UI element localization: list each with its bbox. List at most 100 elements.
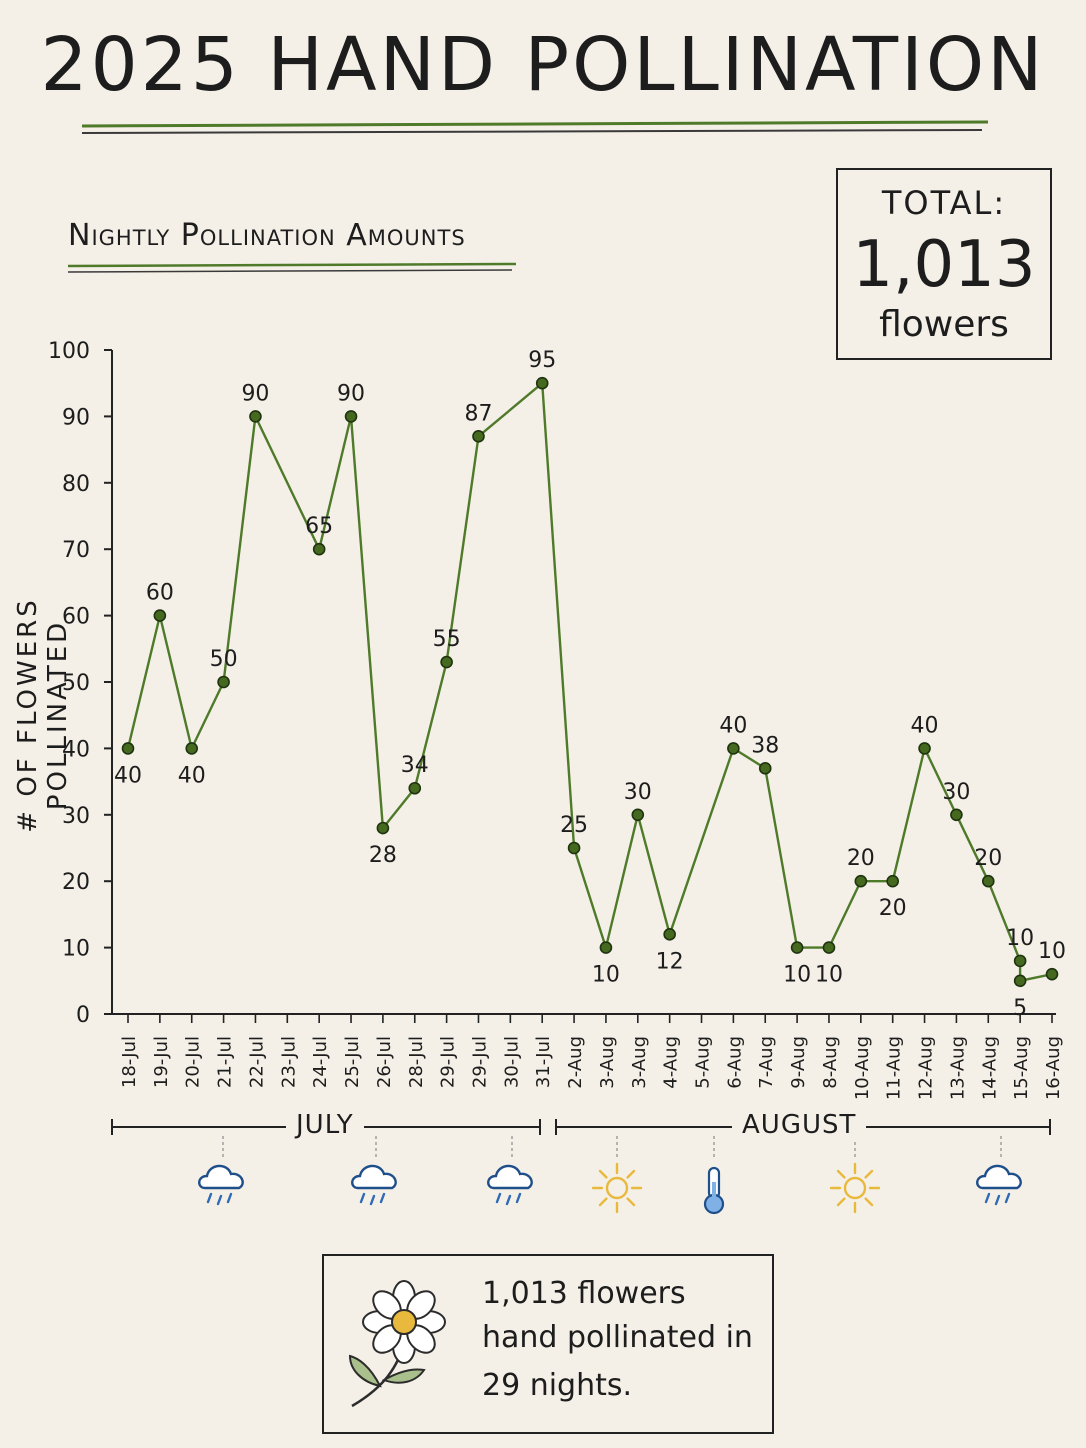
rain-icon — [351, 1164, 397, 1206]
data-point — [854, 874, 868, 888]
data-point — [472, 430, 485, 443]
x-tick-label: 5-Aug — [693, 1036, 714, 1089]
data-point — [886, 874, 899, 888]
data-label: 40 — [178, 763, 206, 788]
data-label: 50 — [210, 647, 238, 672]
data-label: 10 — [592, 963, 620, 988]
data-point — [376, 821, 390, 835]
y-tick-label: 0 — [76, 1003, 90, 1028]
data-point — [918, 742, 931, 755]
x-tick-label: 21-Jul — [215, 1036, 236, 1088]
x-tick-label: 15-Aug — [1011, 1036, 1032, 1100]
data-point — [249, 410, 262, 423]
data-point — [217, 675, 230, 689]
data-point — [950, 808, 963, 822]
data-point — [727, 742, 740, 755]
y-tick-label: 40 — [62, 737, 90, 762]
x-tick-label: 6-Aug — [724, 1036, 745, 1089]
data-point — [153, 609, 167, 622]
y-tick-label: 20 — [62, 870, 90, 895]
y-tick-label: 50 — [62, 671, 90, 696]
data-label: 10 — [815, 963, 843, 988]
x-tick-label: 29-Jul — [438, 1036, 459, 1088]
x-tick-label: 16-Aug — [1043, 1036, 1064, 1100]
data-point — [981, 874, 995, 888]
data-label: 20 — [974, 846, 1002, 871]
month-label-august: AUGUST — [732, 1110, 867, 1140]
data-label: 30 — [942, 780, 970, 805]
x-tick-label: 4-Aug — [661, 1036, 682, 1089]
data-label: 40 — [911, 713, 939, 738]
x-tick-label: 20-Jul — [183, 1036, 204, 1088]
data-label: 40 — [114, 763, 142, 788]
data-point — [599, 941, 613, 954]
data-point — [408, 781, 422, 795]
x-tick-label: 14-Aug — [979, 1036, 1000, 1100]
data-label: 10 — [1006, 926, 1034, 951]
x-tick-label: 29-Jul — [469, 1036, 490, 1088]
data-label: 90 — [241, 381, 269, 406]
sun-icon — [829, 1162, 881, 1214]
data-label: 20 — [879, 896, 907, 921]
thermometer-icon — [703, 1166, 725, 1215]
data-label: 60 — [146, 581, 174, 606]
total-label: TOTAL: — [881, 184, 1007, 222]
data-point — [312, 542, 326, 556]
data-point — [1013, 954, 1027, 968]
rain-icon — [487, 1164, 533, 1206]
summary-box: 1,013 flowers hand pollinated in 29 nigh… — [322, 1254, 774, 1434]
x-tick-label: 10-Aug — [852, 1036, 873, 1100]
data-label: 38 — [751, 733, 779, 758]
data-point — [790, 941, 804, 954]
data-label: 10 — [1038, 939, 1066, 964]
data-label: 55 — [433, 627, 461, 652]
x-tick-label: 31-Jul — [533, 1036, 554, 1088]
x-tick-label: 3-Aug — [597, 1036, 618, 1089]
x-tick-label: 2-Aug — [565, 1036, 586, 1089]
data-label: 90 — [337, 381, 365, 406]
summary-line-2: hand pollinated in — [482, 1320, 753, 1355]
summary-line-1: 1,013 flowers — [482, 1276, 686, 1311]
x-tick-label: 19-Jul — [151, 1036, 172, 1088]
y-tick-label: 30 — [62, 804, 90, 829]
y-tick-label: 80 — [62, 472, 90, 497]
data-point — [758, 762, 772, 775]
data-point — [185, 742, 199, 755]
data-label: 95 — [528, 348, 556, 373]
summary-line-3: 29 nights. — [482, 1368, 633, 1403]
data-label: 5 — [1013, 996, 1027, 1021]
x-tick-label: 28-Jul — [406, 1036, 427, 1088]
series-line — [126, 382, 1053, 982]
data-label: 30 — [624, 780, 652, 805]
y-tick-label: 70 — [62, 538, 90, 563]
x-tick-label: 22-Jul — [246, 1036, 267, 1088]
x-tick-label: 30-Jul — [501, 1036, 522, 1088]
data-label: 28 — [369, 843, 397, 868]
data-point — [631, 808, 645, 822]
x-tick-label: 25-Jul — [342, 1036, 363, 1088]
data-label: 25 — [560, 813, 588, 838]
x-tick-label: 23-Jul — [278, 1036, 299, 1088]
x-tick-label: 11-Aug — [884, 1036, 905, 1100]
data-label: 12 — [656, 949, 684, 974]
data-label: 34 — [401, 753, 429, 778]
total-unit: flowers — [879, 304, 1009, 345]
y-tick-label: 10 — [62, 937, 90, 962]
data-point — [121, 742, 135, 755]
x-tick-label: 18-Jul — [119, 1036, 140, 1088]
x-tick-label: 24-Jul — [310, 1036, 331, 1088]
data-label: 40 — [719, 713, 747, 738]
chart-subtitle: Nightly Pollination Amounts — [68, 218, 466, 253]
sun-icon — [591, 1162, 643, 1214]
x-tick-label: 26-Jul — [374, 1036, 395, 1088]
y-tick-label: 90 — [62, 405, 90, 430]
rain-icon — [976, 1164, 1022, 1206]
data-label: 87 — [464, 401, 492, 426]
x-tick-label: 3-Aug — [629, 1036, 650, 1089]
data-label: 10 — [783, 963, 811, 988]
daisy-icon — [348, 1280, 446, 1408]
data-point — [440, 655, 453, 669]
x-tick-label: 9-Aug — [788, 1036, 809, 1089]
